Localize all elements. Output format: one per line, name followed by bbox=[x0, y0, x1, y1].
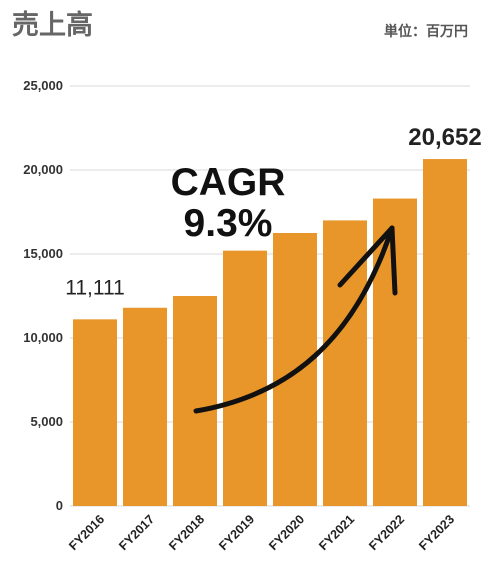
y-tick-label: 10,000 bbox=[23, 330, 63, 345]
y-axis-ticks: 0 5,000 10,000 15,000 20,000 25,000 bbox=[23, 78, 63, 513]
data-label: 11,111 bbox=[65, 276, 125, 299]
bar-fy2018 bbox=[173, 296, 217, 506]
x-tick-label: FY2022 bbox=[366, 512, 407, 553]
y-tick-label: 5,000 bbox=[30, 414, 63, 429]
cagr-label: CAGR bbox=[171, 161, 286, 204]
bar-fy2019 bbox=[223, 250, 267, 506]
cagr-arrow-icon bbox=[193, 225, 395, 414]
data-label: 20,652 bbox=[408, 124, 481, 151]
x-tick-label: FY2021 bbox=[316, 512, 357, 553]
x-tick-label: FY2017 bbox=[116, 512, 157, 553]
bars bbox=[73, 159, 467, 507]
bar-fy2023 bbox=[423, 159, 467, 507]
unit-label: 単位：百万円 bbox=[384, 23, 468, 40]
x-tick-label: FY2016 bbox=[66, 512, 107, 553]
data-labels: 11,111 20,652 bbox=[65, 124, 481, 299]
y-tick-label: 25,000 bbox=[23, 78, 63, 93]
bar-fy2016 bbox=[73, 319, 117, 506]
x-tick-label: FY2019 bbox=[216, 512, 257, 553]
x-axis-ticks: FY2016 FY2017 FY2018 FY2019 FY2020 FY2021 FY20… bbox=[66, 512, 457, 553]
x-tick-label: FY2023 bbox=[416, 512, 457, 553]
chart-title: 売上高 bbox=[12, 9, 93, 41]
bar-fy2021 bbox=[323, 220, 367, 506]
y-tick-label: 0 bbox=[56, 498, 63, 513]
bar-fy2017 bbox=[123, 307, 167, 506]
y-tick-label: 20,000 bbox=[23, 162, 63, 177]
y-tick-label: 15,000 bbox=[23, 246, 63, 261]
cagr-value: 9.3% bbox=[184, 202, 273, 245]
x-tick-label: FY2018 bbox=[166, 512, 207, 553]
x-tick-label: FY2020 bbox=[266, 512, 307, 553]
cagr-annotation: CAGR 9.3% bbox=[171, 161, 398, 414]
cagr-arrowhead-icon bbox=[337, 225, 398, 296]
